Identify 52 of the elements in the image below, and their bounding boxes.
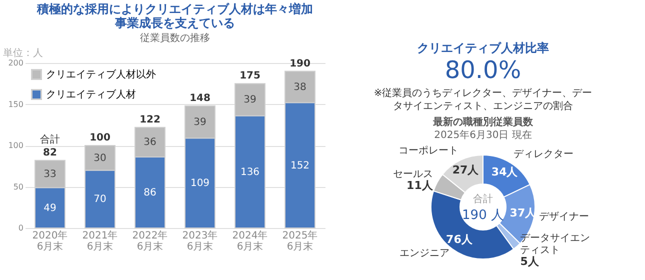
data-label: 36: [144, 137, 156, 148]
data-label: 11人: [406, 178, 434, 192]
data-label: 152: [290, 160, 310, 172]
total-label: 175: [240, 70, 260, 82]
x-tick-label: 2021年6月末: [82, 230, 118, 252]
x-tick-label: 2023年6月末: [182, 230, 218, 252]
slice-label: セールス: [392, 168, 433, 180]
data-label: 76人: [446, 232, 474, 246]
legend-label: クリエイティブ人材: [46, 88, 136, 100]
slice-label: エンジニア: [399, 248, 450, 260]
annotation: 合計: [40, 133, 60, 146]
slice-label: ディレクター: [513, 148, 574, 160]
data-label: 39: [244, 94, 256, 106]
data-label: 109: [190, 178, 210, 190]
y-tick-label: 150: [8, 100, 24, 109]
total-label: 82: [43, 147, 57, 158]
slice-label: デザイナー: [539, 211, 590, 222]
y-tick-label: 50: [13, 182, 24, 192]
text: 合計: [473, 193, 493, 205]
total-label: 122: [140, 114, 160, 126]
data-label: 39: [194, 116, 206, 128]
text: クリエイティブ人材比率: [417, 41, 549, 55]
data-label: 38: [294, 82, 306, 93]
data-label: 33: [44, 168, 56, 180]
x-tick-label: 2022年6月末: [132, 230, 168, 252]
y-tick-label: 0: [18, 224, 24, 232]
chart-subtitle: 2025年6月30日 現在: [434, 129, 532, 141]
chart-title: 最新の職種別従業員数: [432, 116, 534, 128]
y-tick-label: 100: [8, 141, 24, 150]
slice-label: コーポレート: [398, 146, 458, 157]
total-label: 100: [90, 132, 110, 144]
data-label: 30: [94, 152, 106, 164]
text: 190 人: [462, 208, 504, 223]
text: 単位：人: [3, 47, 43, 59]
x-tick-label: 2020年6月末: [32, 230, 68, 252]
data-label: 49: [44, 202, 56, 214]
data-label: 86: [144, 188, 156, 199]
y-tick-label: 200: [8, 58, 24, 68]
text: ※従業員のうちディレクター、デザイナー、データサイエンティスト、エンジニアの割合: [374, 87, 592, 112]
data-label: 34人: [491, 166, 519, 179]
data-label: 5人: [520, 255, 540, 268]
x-tick-label: 2025年6月末: [282, 230, 318, 252]
legend-label: クリエイティブ人材以外: [46, 68, 156, 80]
total-label: 148: [190, 92, 210, 104]
chart-subtitle: 従業員数の推移: [140, 32, 210, 44]
x-tick-label: 2024年6月末: [232, 230, 268, 252]
data-label: 70: [94, 194, 106, 206]
text: 80.0%: [444, 56, 522, 84]
data-label: 136: [240, 166, 260, 178]
data-label: 27人: [452, 163, 480, 176]
total-label: 190: [290, 58, 310, 70]
chart-title: 積極的な採用によりクリエイティブ人材は年々増加事業成長を支えている: [36, 2, 313, 30]
